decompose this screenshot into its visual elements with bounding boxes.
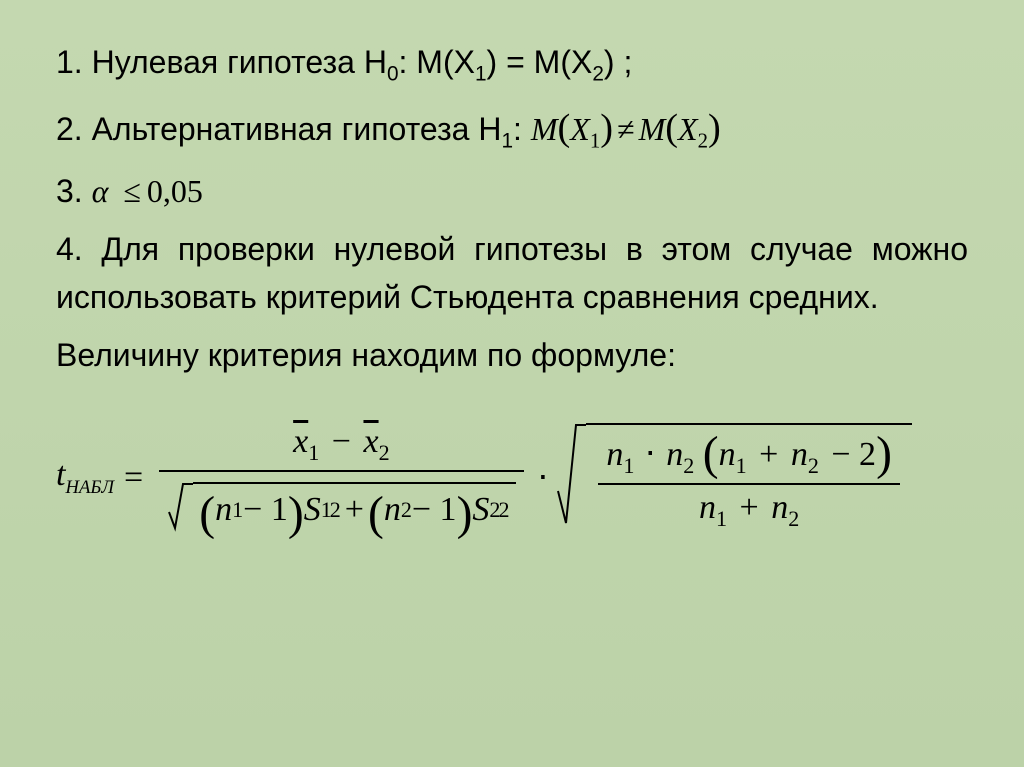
item1-s2: 2 (592, 62, 604, 85)
item3-number: 3. (56, 173, 83, 209)
item2-math: M(X1)≠M(X2) (531, 111, 721, 147)
le-symbol: ≤ (123, 173, 141, 209)
x1: X (570, 111, 590, 147)
xbar1: x (293, 423, 308, 460)
x2: X (678, 111, 698, 147)
n1d: n (215, 491, 232, 529)
rp-d1: ) (288, 495, 304, 533)
lp-t: ( (703, 428, 719, 480)
item5-body: Величину критерия находим по формуле: (56, 337, 676, 373)
rp-d2: ) (457, 495, 473, 533)
m-left-1: M (531, 111, 558, 147)
item-1-null-hypothesis: 1. Нулевая гипотеза Н0: М(Х1) = М(Х2) ; (56, 38, 968, 90)
s1: S (304, 491, 321, 529)
dot2: ⋅ (645, 436, 656, 473)
item1-colon: : М(Х (399, 44, 475, 80)
n2t: n (666, 436, 683, 473)
item1-s1: 1 (475, 62, 487, 85)
item-5-text: Величину критерия находим по формуле: (56, 331, 968, 379)
radicand-2: n1 ⋅ n2 (n1 + n2 − 2) n1 + n2 (586, 423, 912, 536)
n2t2-sub: 2 (808, 453, 819, 478)
n2t2: n (791, 436, 808, 473)
t-nabl: tНАБЛ (56, 456, 114, 499)
item4-body: Для проверки нулевой гипотезы в этом слу… (56, 231, 968, 315)
n1b: n (699, 489, 716, 526)
item-2-alternative-hypothesis: 2. Альтернативная гипотеза Н1: M(X1)≠M(X… (56, 100, 968, 158)
fraction-means: x1 − x2 (n1 − 1)S12 + (n2 − 1)S22 (159, 419, 523, 536)
minus1: − (332, 423, 351, 460)
n2b-sub: 2 (788, 506, 799, 531)
frac2-denominator: n1 + n2 (691, 485, 807, 536)
t-subscript: НАБЛ (65, 477, 114, 498)
plus-d: + (345, 491, 364, 529)
alpha-value: 0,05 (147, 173, 203, 209)
item2-label: Альтернативная гипотеза Н (92, 111, 502, 147)
frac1-denominator: (n1 − 1)S12 + (n2 − 1)S22 (159, 472, 523, 536)
frac1-numerator: x1 − x2 (285, 419, 397, 470)
sqrt-pooled-variance: (n1 − 1)S12 + (n2 − 1)S22 (167, 476, 515, 532)
m-left-2: M (639, 111, 666, 147)
item-3-alpha: 3. α ≤0,05 (56, 167, 968, 215)
rp2: ) (708, 107, 721, 149)
rp-t: ) (876, 428, 892, 480)
item2-colon: : (513, 111, 531, 147)
n1t-sub: 1 (623, 453, 634, 478)
item4-number: 4. (56, 231, 83, 267)
plus-b: + (740, 489, 759, 526)
lp2: ( (665, 107, 678, 149)
n1t: n (606, 436, 623, 473)
s2: S (472, 491, 489, 529)
n2d-sub: 2 (401, 497, 412, 523)
item1-mid: ) = М(Х (487, 44, 593, 80)
rp1: ) (600, 107, 613, 149)
equals-sign: = (124, 459, 143, 497)
s1-sq: 2 (330, 497, 341, 523)
n2b: n (771, 489, 788, 526)
multiply-dot: ⋅ (538, 458, 549, 498)
item1-end: ) ; (604, 44, 632, 80)
n2d: n (384, 491, 401, 529)
n2t-sub: 2 (683, 453, 694, 478)
item2-sub1: 1 (501, 129, 513, 152)
s2-sq: 2 (498, 497, 509, 523)
m1b: − 1 (412, 491, 457, 529)
xbar2: x (363, 423, 378, 460)
xbar2-sub: 2 (379, 440, 390, 465)
item1-sub0: 0 (387, 62, 399, 85)
frac2-numerator: n1 ⋅ n2 (n1 + n2 − 2) (598, 427, 900, 483)
lp-d2: ( (368, 495, 384, 533)
item-4-text: 4. Для проверки нулевой гипотезы в этом … (56, 225, 968, 321)
radicand-1: (n1 − 1)S12 + (n2 − 1)S22 (193, 482, 515, 532)
n1b-sub: 1 (716, 506, 727, 531)
m2: − 2 (831, 436, 876, 473)
n1t2: n (719, 436, 736, 473)
lp1: ( (557, 107, 570, 149)
n1d-sub: 1 (232, 497, 243, 523)
plus-t: + (759, 436, 778, 473)
sqrt-sample-size-factor: n1 ⋅ n2 (n1 + n2 − 2) n1 + n2 (556, 419, 912, 536)
m1a: − 1 (243, 491, 288, 529)
item1-label: Нулевая гипотеза Н (92, 44, 387, 80)
xbar1-sub: 1 (308, 440, 319, 465)
radical-sign-2 (556, 419, 586, 529)
item2-number: 2. (56, 111, 83, 147)
radical-sign-1 (167, 476, 193, 532)
student-t-formula: tНАБЛ = x1 − x2 (n1 − 1)S12 + (56, 419, 968, 536)
alpha-symbol: α (92, 173, 109, 209)
fraction-sample-sizes: n1 ⋅ n2 (n1 + n2 − 2) n1 + n2 (598, 427, 900, 536)
neq: ≠ (617, 111, 635, 147)
lp-d1: ( (199, 495, 215, 533)
xs1: 1 (590, 129, 600, 152)
xs2: 2 (698, 129, 708, 152)
item1-number: 1. (56, 44, 83, 80)
n1t2-sub: 1 (736, 453, 747, 478)
